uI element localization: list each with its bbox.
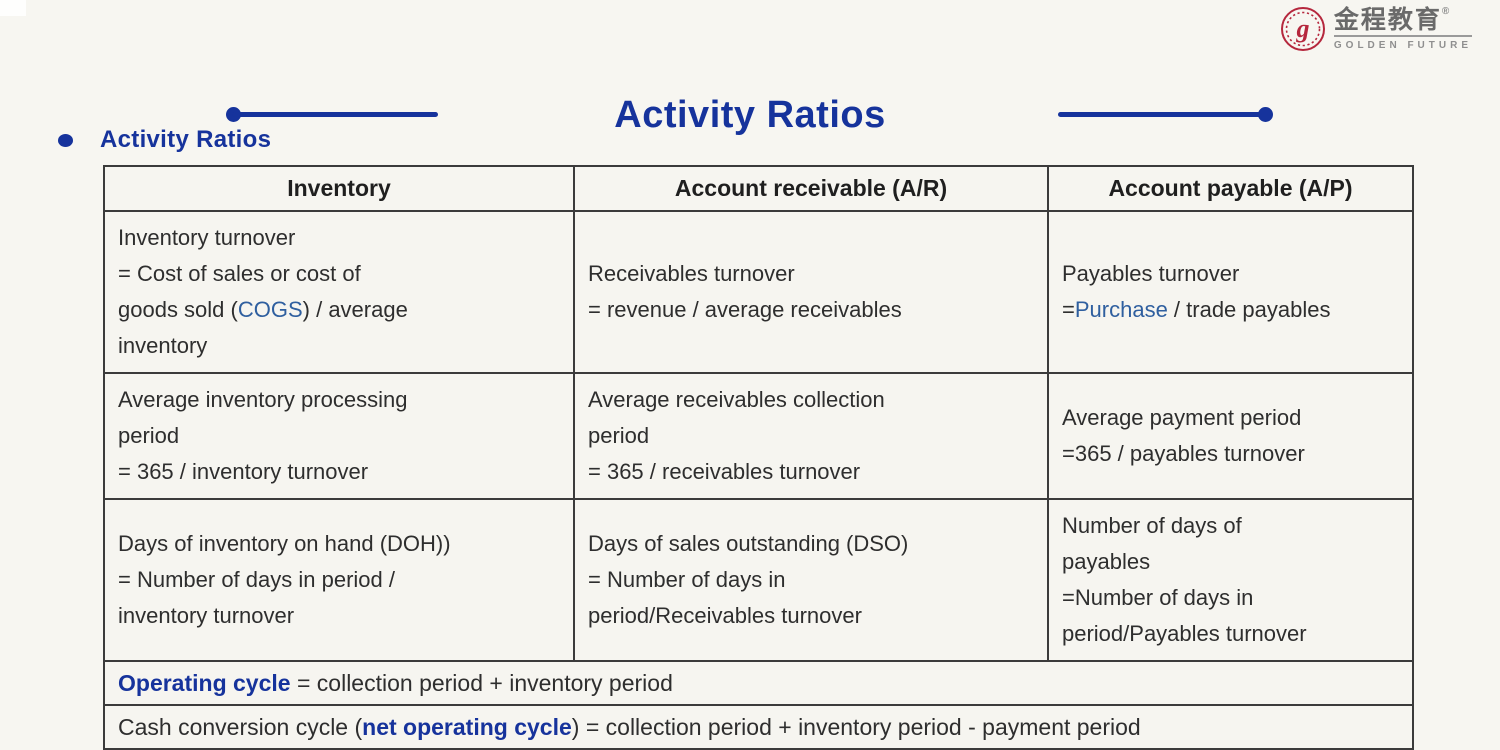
cell-days-of-payables: Number of days of payables =Number of da…	[1047, 498, 1414, 662]
table-row-cash-conversion-cycle: Cash conversion cycle (net operating cyc…	[103, 704, 1414, 750]
cell-operating-cycle: Operating cycle = collection period + in…	[103, 660, 1414, 706]
title-deco-line-left	[232, 112, 438, 117]
brand-logo: g 金程教育® GOLDEN FUTURE	[1280, 6, 1472, 52]
activity-ratios-table: Inventory Account receivable (A/R) Accou…	[103, 165, 1414, 750]
cell-inventory-turnover: Inventory turnover = Cost of sales or co…	[103, 210, 575, 374]
section-heading: Activity Ratios	[58, 126, 271, 154]
bullet-icon	[58, 133, 73, 147]
seal-letter: g	[1295, 14, 1309, 43]
table-row-days: Days of inventory on hand (DOH)) = Numbe…	[103, 498, 1414, 662]
cell-receivables-collection-period: Average receivables collection period = …	[573, 372, 1049, 500]
ratios-table: Inventory Account receivable (A/R) Accou…	[103, 165, 1414, 750]
cell-cash-conversion-cycle: Cash conversion cycle (net operating cyc…	[103, 704, 1414, 750]
table-row-average-period: Average inventory processing period = 36…	[103, 372, 1414, 500]
registered-mark: ®	[1441, 6, 1452, 17]
cell-payment-period: Average payment period =365 / payables t…	[1047, 372, 1414, 500]
brand-logo-text: 金程教育® GOLDEN FUTURE	[1333, 6, 1472, 51]
table-row-operating-cycle: Operating cycle = collection period + in…	[103, 660, 1414, 706]
brand-name-en: GOLDEN FUTURE	[1333, 40, 1472, 51]
title-deco-line-right	[1058, 112, 1264, 117]
column-header-receivable: Account receivable (A/R)	[573, 165, 1049, 212]
cell-days-sales-outstanding: Days of sales outstanding (DSO) = Number…	[573, 498, 1049, 662]
video-corner-artifact	[0, 0, 26, 16]
cell-days-inventory-on-hand: Days of inventory on hand (DOH)) = Numbe…	[103, 498, 575, 662]
table-row-turnover: Inventory turnover = Cost of sales or co…	[103, 210, 1414, 374]
title-band: Activity Ratios	[0, 46, 1500, 136]
title-deco-dot-right	[1258, 107, 1273, 122]
column-header-inventory: Inventory	[103, 165, 575, 212]
page-title: Activity Ratios	[614, 94, 886, 136]
cell-receivables-turnover: Receivables turnover = revenue / average…	[573, 210, 1049, 374]
column-header-payable: Account payable (A/P)	[1047, 165, 1414, 212]
brand-seal-icon: g	[1280, 6, 1326, 52]
section-heading-label: Activity Ratios	[100, 126, 272, 153]
table-header-row: Inventory Account receivable (A/R) Accou…	[103, 165, 1414, 212]
cell-payables-turnover: Payables turnover =Purchase / trade paya…	[1047, 210, 1414, 374]
cell-inventory-processing-period: Average inventory processing period = 36…	[103, 372, 575, 500]
brand-name-cn: 金程教育®	[1333, 6, 1472, 37]
